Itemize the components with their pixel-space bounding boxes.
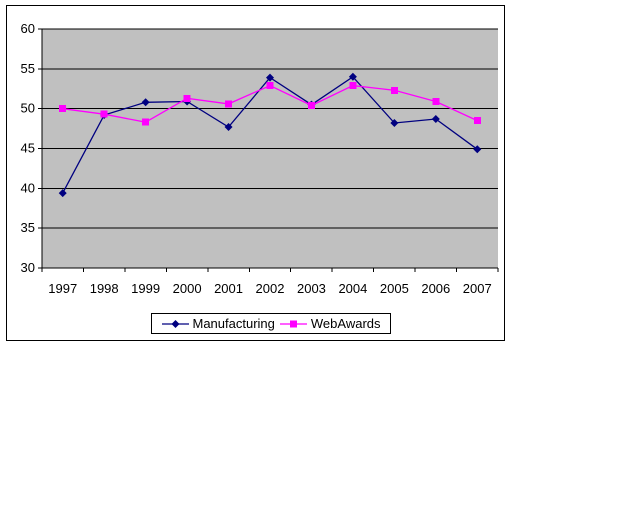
manufacturing-data-marker bbox=[266, 73, 274, 82]
x-tick-label: 2005 bbox=[380, 281, 409, 296]
y-tick-label: 60 bbox=[21, 21, 35, 36]
webawards-data-marker bbox=[473, 117, 481, 125]
legend-label-manufacturing: Manufacturing bbox=[192, 316, 275, 331]
y-tick-label: 55 bbox=[21, 61, 35, 76]
webawards-data-marker bbox=[183, 94, 191, 102]
x-tick-label: 1999 bbox=[131, 281, 160, 296]
diamond-marker-icon bbox=[161, 319, 189, 328]
y-tick-label: 30 bbox=[21, 260, 35, 275]
line-chart-svg: 60 55 50 45 40 35 30 1997 1998 1999 2000 2001 2002 20… bbox=[21, 21, 499, 296]
manufacturing-data-marker bbox=[141, 98, 150, 107]
webawards-data-marker bbox=[225, 100, 233, 108]
x-tick-label: 2001 bbox=[214, 281, 243, 296]
y-tick-label: 45 bbox=[21, 141, 35, 156]
manufacturing-data-marker bbox=[224, 122, 233, 131]
x-tick-label: 2006 bbox=[421, 281, 450, 296]
webawards-data-marker bbox=[307, 101, 315, 109]
chart-legend: Manufacturing WebAwards bbox=[151, 313, 391, 334]
webawards-data-marker bbox=[142, 118, 150, 126]
x-tick-label: 2007 bbox=[463, 281, 492, 296]
legend-label-webawards: WebAwards bbox=[310, 316, 381, 331]
webawards-data-marker bbox=[100, 110, 108, 118]
manufacturing-data-marker bbox=[58, 189, 67, 198]
manufacturing-data-marker bbox=[431, 115, 440, 124]
manufacturing-data-marker bbox=[390, 119, 399, 128]
webawards-data-marker bbox=[390, 86, 398, 94]
square-marker-icon bbox=[279, 320, 307, 327]
x-tick-label: 2002 bbox=[256, 281, 285, 296]
x-tick-label: 1998 bbox=[90, 281, 119, 296]
chart-object[interactable]: 60 55 50 45 40 35 30 1997 1998 1999 2000 2001 2002 20… bbox=[6, 5, 505, 341]
manufacturing-data-marker bbox=[348, 72, 357, 81]
x-tick-label: 2003 bbox=[297, 281, 326, 296]
y-tick-label: 35 bbox=[21, 220, 35, 235]
y-tick-label: 50 bbox=[21, 101, 35, 116]
webawards-data-marker bbox=[432, 97, 440, 105]
legend-item-manufacturing: Manufacturing bbox=[161, 316, 275, 331]
y-tick-label: 40 bbox=[21, 180, 35, 195]
legend-item-webawards: WebAwards bbox=[279, 316, 381, 331]
x-tick-label: 2000 bbox=[173, 281, 202, 296]
manufacturing-data-marker bbox=[473, 145, 482, 154]
webawards-data-marker bbox=[266, 82, 274, 90]
x-tick-label: 1997 bbox=[48, 281, 77, 296]
x-tick-label: 2004 bbox=[338, 281, 367, 296]
webawards-data-marker bbox=[349, 82, 357, 90]
webawards-data-marker bbox=[59, 105, 67, 113]
